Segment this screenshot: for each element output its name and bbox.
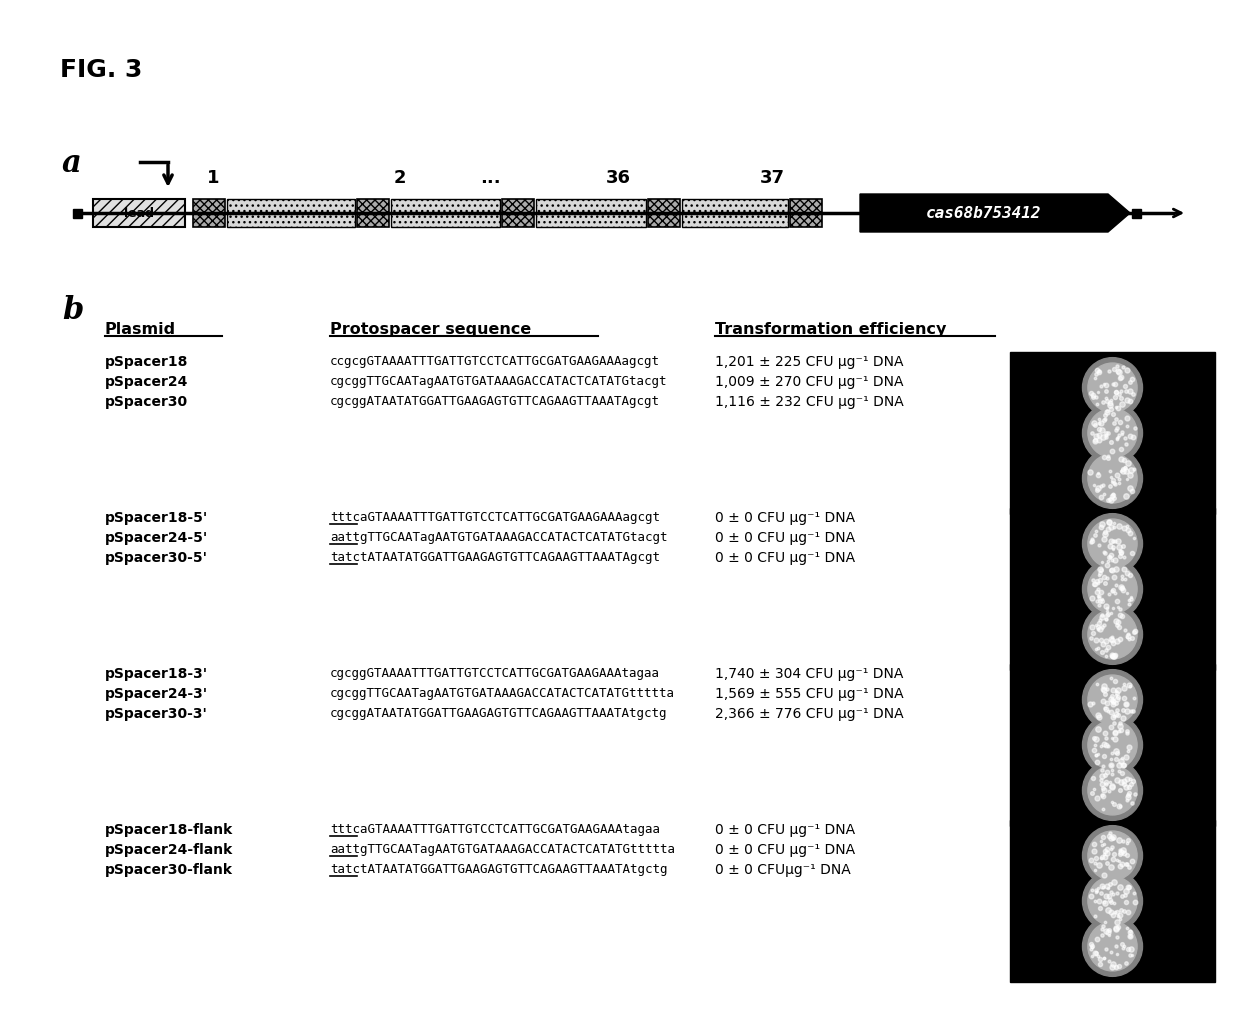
Text: cgcggATAATATGGATTGAAGAGTGTTCAGAAGTTAAATAgcgt: cgcggATAATATGGATTGAAGAGTGTTCAGAAGTTAAATA… [330, 395, 660, 408]
Text: Plasmid: Plasmid [105, 322, 176, 337]
Text: cas68b753412: cas68b753412 [926, 206, 1042, 220]
Text: pSpacer30-flank: pSpacer30-flank [105, 863, 233, 877]
Text: pSpacer18-flank: pSpacer18-flank [105, 823, 233, 837]
Text: pSpacer30-3': pSpacer30-3' [105, 707, 208, 721]
Text: 2: 2 [394, 169, 407, 187]
Text: a: a [62, 148, 82, 179]
Text: 1,116 ± 232 CFU µg⁻¹ DNA: 1,116 ± 232 CFU µg⁻¹ DNA [715, 395, 904, 409]
Circle shape [1083, 604, 1142, 664]
Circle shape [1087, 453, 1137, 503]
Circle shape [1083, 916, 1142, 976]
Text: ...: ... [480, 169, 500, 187]
Text: b: b [62, 294, 83, 326]
Bar [93, 199, 185, 227]
Circle shape [1087, 409, 1137, 458]
Text: 0 ± 0 CFU µg⁻¹ DNA: 0 ± 0 CFU µg⁻¹ DNA [715, 531, 856, 545]
Bar [73, 209, 82, 217]
Text: 1,740 ± 304 CFU µg⁻¹ DNA: 1,740 ± 304 CFU µg⁻¹ DNA [715, 667, 904, 681]
Bar [1011, 664, 1215, 826]
Text: pSpacer24: pSpacer24 [105, 375, 188, 389]
Circle shape [1087, 609, 1137, 659]
Bar [1011, 820, 1215, 982]
Circle shape [1087, 765, 1137, 815]
Circle shape [1083, 448, 1142, 508]
Bar [357, 199, 389, 227]
Text: 37: 37 [759, 169, 785, 187]
Text: pSpacer30: pSpacer30 [105, 395, 188, 409]
Bar [536, 199, 646, 227]
Text: 0 ± 0 CFU µg⁻¹ DNA: 0 ± 0 CFU µg⁻¹ DNA [715, 843, 856, 857]
Bar [1132, 209, 1141, 217]
Text: FIG. 3: FIG. 3 [60, 58, 143, 82]
Bar [682, 199, 787, 227]
Text: ccgcgGTAAAATTTGATTGTCCTCATTGCGATGAAGAAAagcgt: ccgcgGTAAAATTTGATTGTCCTCATTGCGATGAAGAAAa… [330, 355, 660, 368]
Circle shape [1087, 565, 1137, 613]
Circle shape [1087, 675, 1137, 725]
Text: pSpacer24-3': pSpacer24-3' [105, 687, 208, 701]
Bar [790, 199, 822, 227]
Text: pSpacer18-3': pSpacer18-3' [105, 667, 208, 681]
Circle shape [1083, 403, 1142, 463]
Text: 1,569 ± 555 CFU µg⁻¹ DNA: 1,569 ± 555 CFU µg⁻¹ DNA [715, 687, 904, 701]
Circle shape [1087, 922, 1137, 971]
Bar [193, 199, 224, 227]
Circle shape [1083, 825, 1142, 886]
Circle shape [1083, 514, 1142, 574]
Circle shape [1083, 715, 1142, 775]
Text: pSpacer24-flank: pSpacer24-flank [105, 843, 233, 857]
Circle shape [1087, 876, 1137, 925]
Text: 1,201 ± 225 CFU µg⁻¹ DNA: 1,201 ± 225 CFU µg⁻¹ DNA [715, 355, 904, 369]
Circle shape [1087, 519, 1137, 569]
Circle shape [1083, 669, 1142, 730]
Text: 1,009 ± 270 CFU µg⁻¹ DNA: 1,009 ± 270 CFU µg⁻¹ DNA [715, 375, 904, 389]
Bar [502, 199, 534, 227]
Text: aattgTTGCAATagAATGTGATAAAGACCATACTCATATGtacgt: aattgTTGCAATagAATGTGATAAAGACCATACTCATATG… [330, 531, 667, 544]
Text: 1: 1 [207, 169, 219, 187]
Text: Protospacer sequence: Protospacer sequence [330, 322, 531, 337]
Circle shape [1087, 363, 1137, 413]
Text: tttcaGTAAAATTTGATTGTCCTCATTGCGATGAAGAAAtagaa: tttcaGTAAAATTTGATTGTCCTCATTGCGATGAAGAAAt… [330, 823, 660, 836]
Circle shape [1087, 720, 1137, 769]
Text: cgcggGTAAAATTTGATTGTCCTCATTGCGATGAAGAAAtagaa: cgcggGTAAAATTTGATTGTCCTCATTGCGATGAAGAAAt… [330, 667, 660, 680]
Text: pSpacer30-5': pSpacer30-5' [105, 551, 208, 565]
FancyArrow shape [861, 194, 1130, 232]
Text: aattgTTGCAATagAATGTGATAAAGACCATACTCATATGttttta: aattgTTGCAATagAATGTGATAAAGACCATACTCATATG… [330, 843, 675, 856]
Circle shape [1083, 871, 1142, 931]
Text: lead: lead [124, 207, 154, 219]
Bar [1011, 352, 1215, 514]
Text: cgcggTTGCAATagAATGTGATAAAGACCATACTCATATGtacgt: cgcggTTGCAATagAATGTGATAAAGACCATACTCATATG… [330, 375, 667, 388]
Text: 0 ± 0 CFU µg⁻¹ DNA: 0 ± 0 CFU µg⁻¹ DNA [715, 511, 856, 525]
Text: tatctATAATATGGATTGAAGAGTGTTCAGAAGTTAAATAgcgt: tatctATAATATGGATTGAAGAGTGTTCAGAAGTTAAATA… [330, 551, 660, 564]
Circle shape [1083, 760, 1142, 820]
Text: pSpacer18: pSpacer18 [105, 355, 188, 369]
Text: 2,366 ± 776 CFU µg⁻¹ DNA: 2,366 ± 776 CFU µg⁻¹ DNA [715, 707, 904, 721]
Text: 0 ± 0 CFU µg⁻¹ DNA: 0 ± 0 CFU µg⁻¹ DNA [715, 551, 856, 565]
Text: pSpacer18-5': pSpacer18-5' [105, 511, 208, 525]
Text: tttcaGTAAAATTTGATTGTCCTCATTGCGATGAAGAAAagcgt: tttcaGTAAAATTTGATTGTCCTCATTGCGATGAAGAAAa… [330, 511, 660, 524]
Bar [649, 199, 680, 227]
Text: cgcggTTGCAATagAATGTGATAAAGACCATACTCATATGttttta: cgcggTTGCAATagAATGTGATAAAGACCATACTCATATG… [330, 687, 675, 700]
Bar [227, 199, 355, 227]
Circle shape [1083, 559, 1142, 619]
Bar [1011, 508, 1215, 671]
Text: tatctATAATATGGATTGAAGAGTGTTCAGAAGTTAAATAtgctg: tatctATAATATGGATTGAAGAGTGTTCAGAAGTTAAATA… [330, 863, 667, 876]
Text: cgcggATAATATGGATTGAAGAGTGTTCAGAAGTTAAATAtgctg: cgcggATAATATGGATTGAAGAGTGTTCAGAAGTTAAATA… [330, 707, 667, 720]
Text: 0 ± 0 CFUµg⁻¹ DNA: 0 ± 0 CFUµg⁻¹ DNA [715, 863, 851, 877]
Text: 0 ± 0 CFU µg⁻¹ DNA: 0 ± 0 CFU µg⁻¹ DNA [715, 823, 856, 837]
Text: pSpacer24-5': pSpacer24-5' [105, 531, 208, 545]
Text: 36: 36 [605, 169, 630, 187]
Bar [391, 199, 500, 227]
Circle shape [1083, 358, 1142, 418]
Text: Transformation efficiency: Transformation efficiency [715, 322, 946, 337]
Circle shape [1087, 832, 1137, 880]
